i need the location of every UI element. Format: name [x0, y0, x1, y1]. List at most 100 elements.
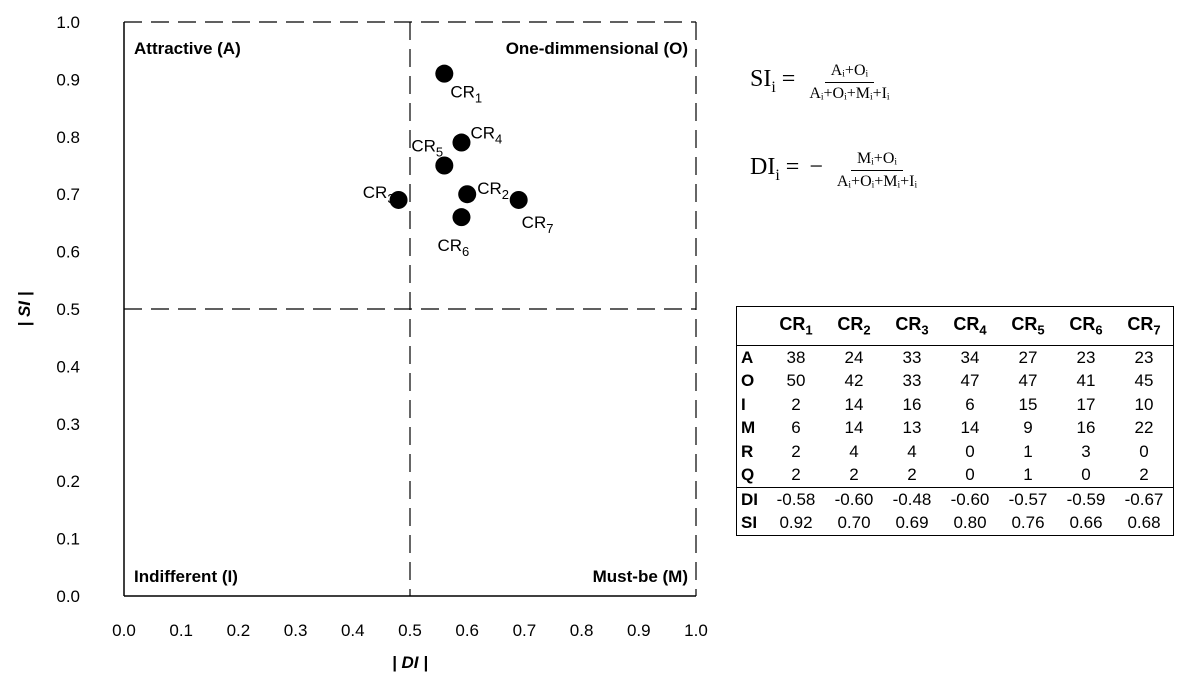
data-label-cr6: CR6 [437, 236, 469, 259]
table-cell: 0.68 [1127, 513, 1161, 533]
table-row: SI 0.92 0.70 0.69 0.80 0.76 0.66 0.68 [737, 512, 1174, 536]
table-row-header: I [741, 394, 746, 414]
table-column-header: CR4 [941, 306, 999, 346]
table-column-header: CR6 [1057, 306, 1115, 346]
y-axis-title: | SI | [15, 291, 34, 326]
data-point-cr7 [509, 190, 528, 209]
data-points: CR1 CR2 CR3 CR4 CR5 CR6 CR7 [363, 64, 553, 259]
table-cell: 0.70 [837, 513, 871, 533]
table-cell: 2 [907, 465, 917, 485]
di-formula-denominator: Aᵢ+Oᵢ+Mᵢ+Iᵢ [836, 173, 918, 190]
table-cell: -0.48 [883, 487, 941, 512]
quadrant-labels: Attractive (A) One-dimmensional (O) Indiff… [134, 39, 688, 586]
x-tick-label: 0.9 [627, 621, 651, 640]
table-cell: 27 [1018, 347, 1038, 367]
table-cell: -0.58 [767, 487, 825, 512]
table-cell: 42 [844, 371, 864, 391]
table-header-row: CR1 CR2 CR3 CR4 CR5 CR6 CR7 [736, 306, 1174, 346]
table-cell: 2 [849, 465, 859, 485]
table-row-header: O [741, 371, 755, 391]
table-row: Q 2 2 2 0 1 0 2 [737, 464, 1174, 488]
table-column-header: CR3 [883, 306, 941, 346]
table-cell: -0.60 [941, 487, 999, 512]
y-tick-label: 0.9 [56, 70, 80, 89]
x-tick-label: 0.8 [570, 621, 594, 640]
table-cell: 16 [1076, 418, 1096, 438]
y-tick-label: 0.5 [56, 300, 80, 319]
table-cell: 41 [1076, 371, 1096, 391]
table-cell: 0 [1139, 441, 1149, 461]
table-row-header: DI [736, 487, 767, 512]
kano-data-table: CR1 CR2 CR3 CR4 CR5 CR6 CR7 A 38 24 33 34 27 23 23 O 50… [736, 306, 1174, 536]
table-cell: 22 [1134, 418, 1154, 438]
table-column-header: CR7 [1115, 306, 1174, 346]
table-cell: 2 [791, 465, 801, 485]
si-formula: SIi = Aᵢ+Oᵢ Aᵢ+Oᵢ+Mᵢ+Iᵢ [750, 62, 896, 103]
table-cell: 23 [1076, 347, 1096, 367]
table-cell: 4 [849, 441, 859, 461]
table-cell: 10 [1134, 394, 1154, 414]
y-tick-label: 0.1 [56, 530, 80, 549]
y-tick-label: 0.8 [56, 128, 80, 147]
table-cell: 1 [1023, 441, 1033, 461]
table-cell: 33 [902, 347, 922, 367]
table-cell: 0.66 [1069, 513, 1103, 533]
table-cell: 24 [844, 347, 864, 367]
di-formula-equals: = [785, 154, 800, 181]
x-tick-label: 0.2 [227, 621, 251, 640]
table-cell: 6 [965, 394, 975, 414]
table-cell: 16 [902, 394, 922, 414]
y-tick-label: 1.0 [56, 13, 80, 32]
table-cell: 3 [1081, 441, 1091, 461]
table-cell: -0.57 [999, 487, 1057, 512]
table-cell: 2 [1139, 465, 1149, 485]
table-cell: 50 [786, 371, 806, 391]
di-formula-lhs: DIi [750, 154, 780, 184]
table-cell: 4 [907, 441, 917, 461]
table-corner-cell [736, 306, 767, 346]
table-column-header: CR2 [825, 306, 883, 346]
data-label-cr1: CR1 [450, 83, 482, 106]
table-column-header: CR5 [999, 306, 1057, 346]
di-formula: DIi = − Mᵢ+Oᵢ Aᵢ+Oᵢ+Mᵢ+Iᵢ [750, 150, 923, 191]
data-point-cr2 [458, 185, 477, 204]
table-row: O 50 42 33 47 47 41 45 [737, 370, 1174, 394]
x-tick-label: 0.7 [513, 621, 537, 640]
x-tick-label: 0.3 [284, 621, 308, 640]
table-cell: 2 [791, 441, 801, 461]
table-cell: 23 [1134, 347, 1154, 367]
table-row-header: Q [741, 465, 755, 485]
y-tick-label: 0.7 [56, 185, 80, 204]
x-tick-label: 0.4 [341, 621, 365, 640]
data-point-cr1 [435, 64, 454, 83]
x-tick-label: 0.0 [112, 621, 136, 640]
table-cell: -0.59 [1057, 487, 1115, 512]
x-tick-label: 0.5 [398, 621, 422, 640]
tick-labels: 0.0 0.1 0.2 0.3 0.4 0.5 0.6 0.7 0.8 0.9 1.0 0.0 0.1 0… [56, 13, 707, 640]
y-tick-label: 0.6 [56, 243, 80, 262]
quadrant-lines [124, 21, 697, 596]
si-formula-denominator: Aᵢ+Oᵢ+Mᵢ+Iᵢ [809, 85, 890, 102]
table-cell: 6 [791, 418, 801, 438]
table-cell: 17 [1076, 394, 1096, 414]
si-formula-fraction: Aᵢ+Oᵢ Aᵢ+Oᵢ+Mᵢ+Iᵢ [803, 62, 895, 103]
table-row: DI -0.58 -0.60 -0.48 -0.60 -0.57 -0.59 -0.67 [736, 487, 1174, 512]
table-cell: 33 [902, 371, 922, 391]
table-cell: 9 [1023, 418, 1033, 438]
table-row-header: A [741, 347, 754, 367]
axis-titles: | DI | | SI | [15, 291, 428, 672]
si-formula-equals: = [781, 66, 796, 93]
table-cell: -0.60 [825, 487, 883, 512]
table-cell: 0.92 [779, 513, 813, 533]
y-tick-label: 0.4 [56, 357, 80, 376]
table-row-header: R [741, 441, 754, 461]
table-cell: 14 [960, 418, 980, 438]
table-cell: 0.80 [953, 513, 987, 533]
table-cell: -0.67 [1115, 487, 1174, 512]
data-label-cr3: CR3 [363, 183, 395, 206]
table-cell: 14 [844, 418, 864, 438]
kano-scatter-chart: Attractive (A) One-dimmensional (O) Indiff… [15, 13, 708, 672]
table-cell: 0.69 [895, 513, 929, 533]
table-cell: 0 [965, 465, 975, 485]
data-label-cr2: CR2 [477, 179, 509, 202]
